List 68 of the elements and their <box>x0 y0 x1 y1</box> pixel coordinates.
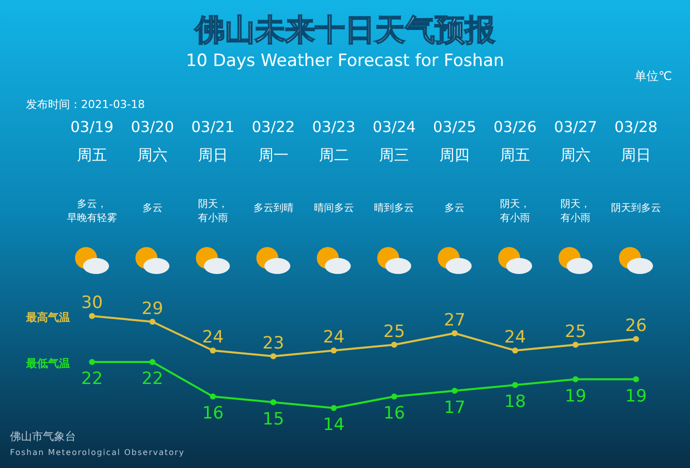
data-label: 16 <box>202 404 224 424</box>
point <box>210 394 216 400</box>
text: 晴到多云 <box>374 202 414 214</box>
text: 阴天，有小雨 <box>198 199 228 224</box>
point <box>452 388 458 394</box>
data-label: 16 <box>383 404 406 424</box>
series-label: 最高气温 <box>25 311 70 324</box>
x-tick-label: 03/22 周一 <box>252 118 295 164</box>
point <box>149 359 156 365</box>
data-label: 22 <box>81 369 103 389</box>
x-tick-label: 03/27 周六 <box>554 118 598 164</box>
text: 多云 <box>142 202 162 214</box>
data-label: 19 <box>625 386 647 406</box>
x-tick-label: 03/26 周五 <box>493 118 537 164</box>
data-label: 24 <box>322 328 345 348</box>
point <box>89 313 95 319</box>
data-label: 14 <box>322 415 345 435</box>
point <box>452 330 458 336</box>
data-label: 24 <box>504 328 526 348</box>
data-label: 27 <box>444 310 466 330</box>
point <box>391 342 398 348</box>
point <box>633 336 639 342</box>
x-tick-label: 03/25 周四 <box>433 118 476 164</box>
x-tick-label: 03/19 周五 <box>70 118 114 164</box>
data-label: 19 <box>564 386 586 406</box>
data-label: 23 <box>262 333 284 354</box>
text: 阴天，有小雨 <box>500 199 530 224</box>
point <box>330 405 337 411</box>
point <box>270 353 276 360</box>
text: 多云到晴 <box>253 202 294 214</box>
data-label: 30 <box>81 293 103 313</box>
chart-title: 佛山未来十日天气预报 <box>194 13 496 48</box>
data-label: 25 <box>383 322 406 342</box>
point <box>89 359 95 365</box>
data-label: 29 <box>142 298 164 319</box>
text: 单位℃ <box>634 69 672 83</box>
point <box>391 394 398 400</box>
point <box>149 318 156 325</box>
x-tick-label: 03/20 周六 <box>130 118 174 164</box>
data-label: 26 <box>625 316 647 336</box>
chart-subtitle: 10 Days Weather Forecast for Foshan <box>186 51 504 71</box>
point <box>572 376 579 382</box>
data-label: 22 <box>142 369 164 389</box>
x-tick-label: 03/23 周二 <box>312 118 356 164</box>
x-tick-label: 03/24 周三 <box>372 118 416 164</box>
x-tick-label: 03/28 周日 <box>614 118 658 164</box>
text: 多云，早晚有轻雾 <box>67 198 117 224</box>
point <box>572 342 579 348</box>
data-label: 17 <box>444 398 466 418</box>
point <box>512 348 518 354</box>
text: 多云 <box>444 202 465 214</box>
point <box>210 348 216 354</box>
point <box>512 382 518 388</box>
text: 阴天，有小雨 <box>560 199 591 224</box>
text: 发布时间：2021-03-18 <box>26 98 145 111</box>
text: 阴天到多云 <box>611 202 661 214</box>
text: 晴间多云 <box>314 202 354 214</box>
data-label: 15 <box>262 409 284 430</box>
text: Foshan Meteorological Observatory <box>10 448 185 457</box>
x-tick-label: 03/21 周日 <box>191 118 235 164</box>
data-label: 25 <box>564 322 586 342</box>
point <box>330 348 337 354</box>
point <box>633 376 639 382</box>
series-label: 最低气温 <box>25 357 70 370</box>
point <box>270 399 276 406</box>
data-label: 18 <box>504 392 526 412</box>
text: 佛山市气象台 <box>10 430 76 443</box>
data-label: 24 <box>202 328 224 348</box>
